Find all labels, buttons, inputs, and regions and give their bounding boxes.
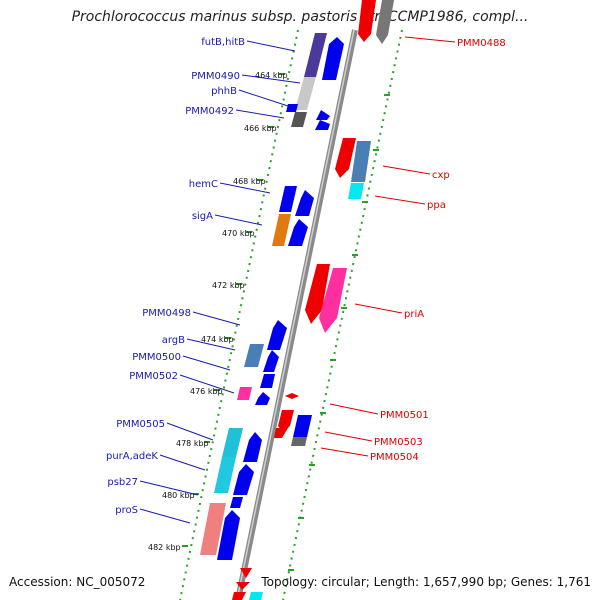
kbp-label: 482 kbp	[148, 543, 181, 552]
gene-PMM0504-box[interactable]	[291, 437, 307, 446]
gene-label-hemC[interactable]: hemC	[189, 179, 218, 190]
gene-arrow-fwd[interactable]	[315, 120, 330, 130]
gene-label-cxp[interactable]: cxp	[432, 170, 450, 181]
gene-label-futB-hitB[interactable]: futB,hitB	[201, 37, 245, 48]
gene-label-PMM0504[interactable]: PMM0504	[370, 452, 419, 463]
kbp-label: 478 kbp	[176, 439, 209, 448]
gene-arrow-fwd[interactable]	[322, 37, 344, 80]
gene-PMM0490-arrow[interactable]	[295, 77, 316, 110]
gene-PMM0501-arrow[interactable]	[285, 393, 299, 399]
gene-purA-adeK-box[interactable]	[214, 457, 236, 493]
gene-arrow-fwd[interactable]	[243, 432, 262, 462]
gene-sigA-arrow[interactable]	[272, 214, 291, 246]
gene-cyan-box[interactable]	[249, 592, 263, 600]
gene-hemC-arrow[interactable]	[279, 186, 297, 212]
kbp-label: 472 kbp	[212, 281, 245, 290]
gene-label-purA-adeK[interactable]: purA,adeK	[106, 451, 158, 462]
gene-label-PMM0488[interactable]: PMM0488	[457, 38, 506, 49]
kbp-label: 476 kbp	[190, 387, 223, 396]
gene-arrow-fwd[interactable]	[295, 190, 314, 216]
gene-PMM0500-arrow[interactable]	[263, 350, 279, 372]
gene-red-arrow[interactable]	[232, 592, 246, 600]
gene-label-priA[interactable]: priA	[404, 309, 424, 320]
kbp-label: 468 kbp	[233, 177, 266, 186]
gene-label-sigA[interactable]: sigA	[192, 211, 213, 222]
gene-PMM0502-box[interactable]	[260, 374, 275, 388]
kbp-label: 470 kbp	[222, 229, 255, 238]
gene-PMM0498-arrow[interactable]	[267, 320, 287, 350]
gene-arrow-fwd[interactable]	[233, 464, 254, 495]
gene-label-PMM0501[interactable]: PMM0501	[380, 410, 429, 421]
gene-PMM0492-box[interactable]	[291, 112, 307, 127]
gene-label-PMM0492[interactable]: PMM0492	[185, 106, 234, 117]
gene-red-arrow[interactable]	[240, 568, 252, 578]
gene-label-PMM0505[interactable]: PMM0505	[116, 419, 165, 430]
gene-label-PMM0498[interactable]: PMM0498	[142, 308, 191, 319]
gene-label-proS[interactable]: proS	[115, 505, 138, 516]
kbp-label: 466 kbp	[244, 124, 277, 133]
gene-arrow-fwd[interactable]	[217, 510, 240, 560]
gene-label-psb27[interactable]: psb27	[107, 477, 138, 488]
gene-label-PMM0502[interactable]: PMM0502	[129, 371, 178, 382]
gene-blue-box[interactable]	[293, 415, 312, 437]
gene-arrow-fwd[interactable]	[288, 219, 308, 246]
gene-pink-box[interactable]	[237, 387, 252, 400]
gene-priA-arrow[interactable]	[305, 264, 330, 324]
gene-proS-box[interactable]	[200, 503, 226, 555]
gene-label-phhB[interactable]: phhB	[211, 86, 237, 97]
gene-label-PMM0503[interactable]: PMM0503	[374, 437, 423, 448]
map-title: Prochlorococcus marinus subsp. pastoris …	[71, 9, 529, 25]
gene-argB-box[interactable]	[244, 344, 264, 367]
gene-cxp-box[interactable]	[351, 141, 371, 182]
gene-arrow-fwd[interactable]	[316, 110, 330, 120]
gene-label-argB[interactable]: argB	[162, 335, 185, 346]
kbp-label: 480 kbp	[162, 491, 195, 500]
gene-arrow-fwd[interactable]	[255, 392, 270, 405]
gene-red-arrow[interactable]	[274, 428, 288, 438]
gene-PMM0505-box[interactable]	[222, 428, 243, 457]
accession-text: Accession: NC_005072	[9, 575, 146, 589]
kbp-tick-marks	[182, 73, 285, 547]
kbp-label: 464 kbp	[255, 71, 288, 80]
kbp-label: 474 kbp	[201, 335, 234, 344]
genome-backbone	[235, 29, 358, 600]
gene-PMM0488-arrow[interactable]	[358, 0, 376, 42]
gene-futB-hitB-arrow[interactable]	[304, 33, 327, 77]
gene-label-PMM0500[interactable]: PMM0500	[132, 352, 181, 363]
gene-psb27-box[interactable]	[230, 497, 243, 508]
gene-red-arrow[interactable]	[236, 582, 250, 590]
genome-summary-text: Topology: circular; Length: 1,657,990 bp…	[261, 575, 591, 589]
gene-phhB-box[interactable]	[286, 104, 298, 112]
gene-label-PMM0490[interactable]: PMM0490	[191, 71, 240, 82]
gene-cxp-arrow[interactable]	[335, 138, 356, 178]
gene-PMM0503-arrow[interactable]	[278, 410, 294, 432]
gene-grey-arrow[interactable]	[376, 0, 394, 44]
gene-priA-box[interactable]	[319, 268, 347, 333]
gene-label-ppa[interactable]: ppa	[427, 200, 446, 211]
gene-ppa-box[interactable]	[348, 183, 364, 199]
